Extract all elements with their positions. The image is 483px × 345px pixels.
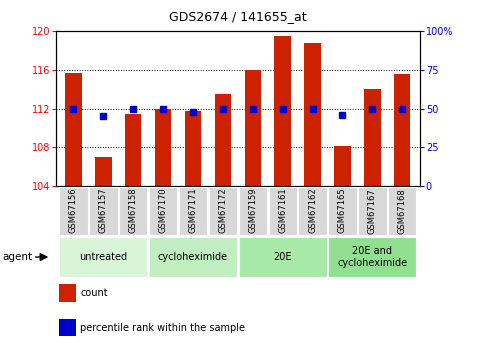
Point bbox=[189, 109, 197, 115]
FancyBboxPatch shape bbox=[149, 187, 177, 235]
Bar bbox=[95, 157, 112, 186]
FancyBboxPatch shape bbox=[89, 187, 117, 235]
Bar bbox=[304, 43, 321, 186]
Point bbox=[339, 112, 346, 118]
Text: GSM67157: GSM67157 bbox=[99, 188, 108, 234]
Text: GSM67158: GSM67158 bbox=[129, 188, 138, 234]
FancyBboxPatch shape bbox=[388, 187, 416, 235]
Bar bbox=[274, 36, 291, 186]
Point bbox=[369, 106, 376, 111]
Bar bbox=[334, 146, 351, 186]
Bar bbox=[364, 89, 381, 186]
FancyBboxPatch shape bbox=[179, 187, 207, 235]
Bar bbox=[125, 114, 142, 186]
Point bbox=[279, 106, 286, 111]
FancyBboxPatch shape bbox=[119, 187, 147, 235]
Text: GSM67172: GSM67172 bbox=[218, 188, 227, 234]
Point bbox=[249, 106, 256, 111]
Text: GDS2674 / 141655_at: GDS2674 / 141655_at bbox=[169, 10, 307, 23]
FancyBboxPatch shape bbox=[269, 187, 297, 235]
FancyBboxPatch shape bbox=[239, 187, 267, 235]
Point bbox=[99, 114, 107, 119]
FancyBboxPatch shape bbox=[59, 237, 147, 277]
Text: agent: agent bbox=[2, 252, 32, 262]
Point bbox=[398, 106, 406, 111]
Text: percentile rank within the sample: percentile rank within the sample bbox=[80, 323, 245, 333]
FancyBboxPatch shape bbox=[59, 187, 88, 235]
Bar bbox=[394, 74, 411, 186]
FancyBboxPatch shape bbox=[298, 187, 327, 235]
Text: GSM67171: GSM67171 bbox=[188, 188, 198, 234]
Text: GSM67168: GSM67168 bbox=[398, 188, 407, 234]
FancyBboxPatch shape bbox=[149, 237, 237, 277]
Text: GSM67162: GSM67162 bbox=[308, 188, 317, 234]
Text: count: count bbox=[80, 288, 108, 298]
Point bbox=[129, 106, 137, 111]
Point bbox=[309, 106, 316, 111]
Text: GSM67161: GSM67161 bbox=[278, 188, 287, 234]
FancyBboxPatch shape bbox=[209, 187, 237, 235]
Text: 20E and
cycloheximide: 20E and cycloheximide bbox=[337, 246, 408, 268]
Point bbox=[70, 106, 77, 111]
Text: GSM67170: GSM67170 bbox=[158, 188, 168, 234]
Text: GSM67167: GSM67167 bbox=[368, 188, 377, 234]
Point bbox=[159, 106, 167, 111]
FancyBboxPatch shape bbox=[239, 237, 327, 277]
Bar bbox=[215, 94, 231, 186]
Bar bbox=[65, 73, 82, 186]
Bar bbox=[244, 70, 261, 186]
Text: GSM67159: GSM67159 bbox=[248, 188, 257, 233]
FancyBboxPatch shape bbox=[328, 187, 356, 235]
FancyBboxPatch shape bbox=[358, 187, 386, 235]
Text: untreated: untreated bbox=[79, 252, 128, 262]
Bar bbox=[59, 284, 76, 302]
Text: GSM67156: GSM67156 bbox=[69, 188, 78, 234]
FancyBboxPatch shape bbox=[328, 237, 416, 277]
Bar bbox=[155, 109, 171, 186]
Point bbox=[219, 106, 227, 111]
Bar bbox=[59, 318, 76, 336]
Bar bbox=[185, 111, 201, 186]
Text: GSM67165: GSM67165 bbox=[338, 188, 347, 234]
Text: 20E: 20E bbox=[273, 252, 292, 262]
Text: cycloheximide: cycloheximide bbox=[158, 252, 228, 262]
